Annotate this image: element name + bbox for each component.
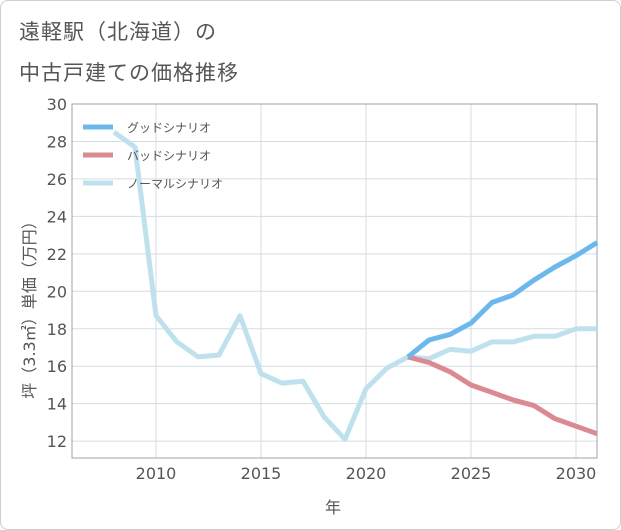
y-tick-label-20: 20 (47, 282, 67, 301)
x-tick-label-2025: 2025 (451, 464, 492, 483)
x-tick-label-2030: 2030 (556, 464, 597, 483)
y-tick-label-22: 22 (47, 245, 67, 264)
y-tick-label-18: 18 (47, 320, 67, 339)
y-tick-label-16: 16 (47, 357, 67, 376)
series-line-2 (112, 130, 597, 442)
y-tick-label-26: 26 (47, 170, 67, 189)
y-axis-ticks: 12 14 16 18 20 22 24 26 28 30 (47, 95, 67, 451)
x-tick-label-2015: 2015 (241, 464, 282, 483)
y-axis-label: 坪（3.3㎡）単価（万円） (20, 213, 39, 398)
plot-area (71, 103, 598, 459)
chart-title-line1: 遠軽駅（北海道）の (19, 20, 217, 44)
y-tick-label-30: 30 (47, 95, 67, 114)
series-line-1 (407, 354, 598, 437)
legend-label-2: ノーマルシナリオ (127, 177, 223, 191)
y-tick-label-14: 14 (47, 395, 67, 414)
x-axis-label: 年 (325, 498, 341, 517)
x-axis-ticks: 2010 2015 2020 2025 2030 (136, 464, 597, 483)
series-line-0 (406, 240, 599, 359)
y-tick-label-28: 28 (47, 132, 67, 151)
y-tick-label-12: 12 (47, 432, 67, 451)
legend-label-0: グッドシナリオ (127, 121, 211, 135)
legend-label-1: バッドシナリオ (127, 149, 211, 163)
series-layer (112, 130, 599, 442)
x-tick-label-2010: 2010 (136, 464, 177, 483)
x-tick-label-2020: 2020 (346, 464, 387, 483)
chart-title-line2: 中古戸建ての価格推移 (19, 61, 239, 85)
y-tick-label-24: 24 (47, 207, 67, 226)
